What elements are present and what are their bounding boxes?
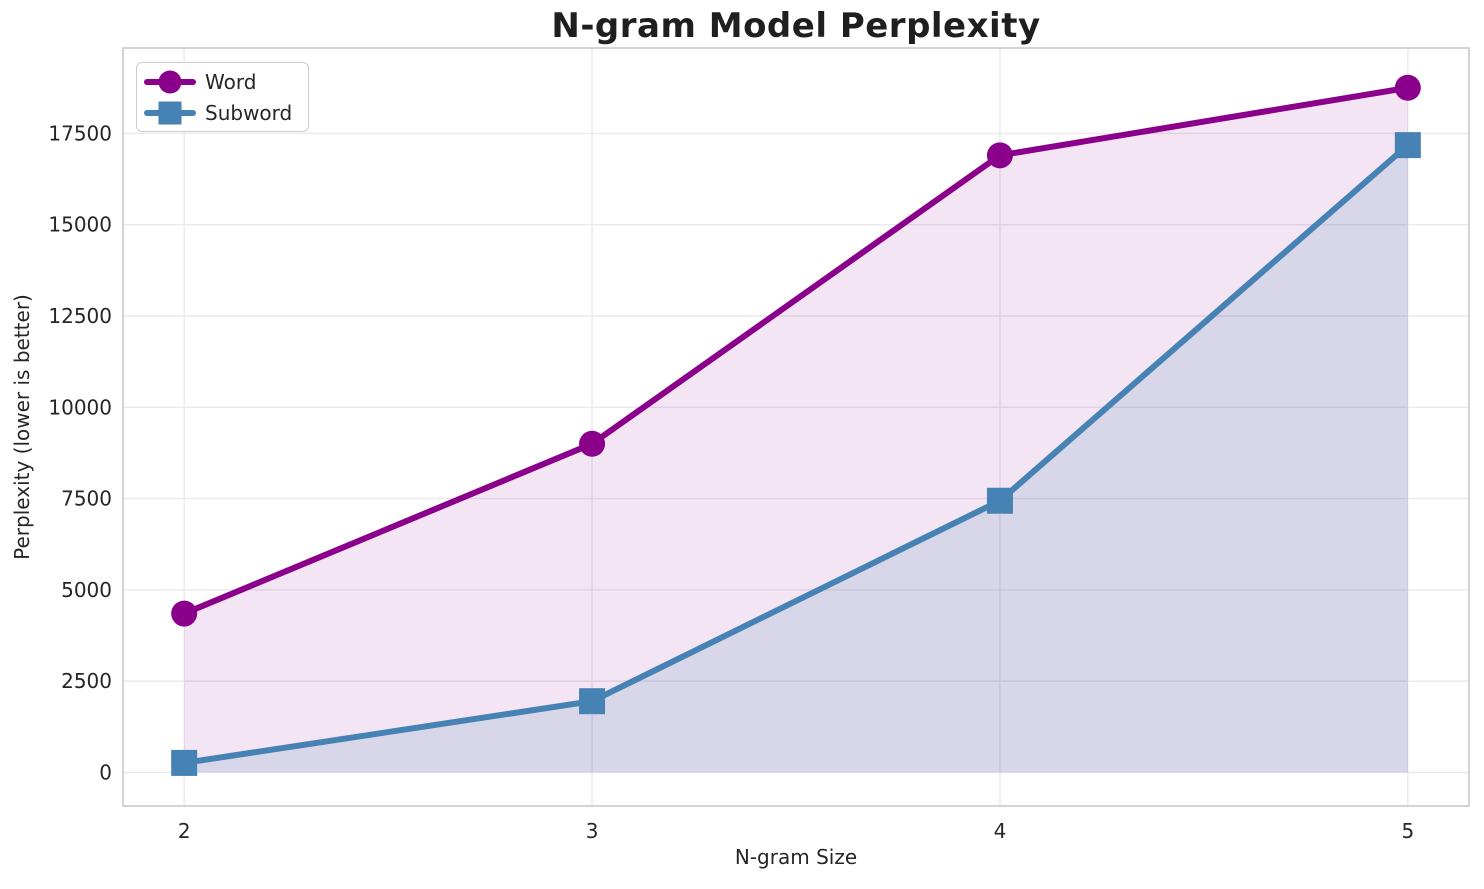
x-axis-label: N-gram Size [734, 845, 858, 869]
chart-title: N-gram Model Perplexity [551, 6, 1041, 46]
word-line [181, 84, 1411, 617]
series-markers [171, 74, 1421, 776]
tick-labels: 0 2500 5000 7500 10000 12500 15000 17500 2 3 4 5 [48, 121, 1414, 843]
subword-square-marker-icon [144, 101, 196, 124]
subword-marker-2 [171, 749, 198, 776]
legend-label-word: Word [205, 69, 257, 94]
y-tick-label-7500: 7500 [61, 487, 112, 511]
y-axis-label: Perplexity (lower is better) [10, 294, 34, 560]
y-tick-label-10000: 10000 [48, 395, 112, 419]
gridlines [123, 48, 1469, 806]
legend-item-subword: Subword [144, 97, 292, 128]
x-tick-label-4: 4 [994, 819, 1007, 843]
word-marker-4 [986, 142, 1013, 169]
y-tick-label-0: 0 [99, 760, 112, 784]
legend: Word Subword [136, 62, 310, 132]
y-tick-label-5000: 5000 [61, 578, 112, 602]
legend-marker-shape [158, 101, 182, 124]
subword-marker-4 [986, 487, 1013, 514]
x-tick-label-3: 3 [586, 819, 599, 843]
word-marker-5 [1394, 74, 1421, 101]
plot-area [123, 48, 1469, 806]
subword-line [181, 142, 1411, 766]
y-tick-label-12500: 12500 [48, 304, 112, 328]
word-marker-3 [579, 430, 606, 457]
y-tick-label-17500: 17500 [48, 121, 112, 145]
word-circle-marker-icon [144, 70, 196, 93]
subword-fill-area [184, 145, 1408, 773]
x-tick-label-5: 5 [1401, 819, 1414, 843]
subword-marker-5 [1394, 132, 1421, 159]
y-tick-label-2500: 2500 [61, 669, 112, 693]
subword-marker-3 [579, 688, 606, 715]
legend-marker-shape [158, 70, 182, 93]
y-tick-label-15000: 15000 [48, 213, 112, 237]
word-marker-2 [171, 600, 198, 627]
series-lines [181, 84, 1411, 766]
legend-label-subword: Subword [205, 100, 293, 125]
plot-border [122, 47, 1470, 807]
area-fills [184, 87, 1408, 773]
word-fill-area [184, 87, 1408, 773]
legend-item-word: Word [144, 66, 292, 97]
x-tick-label-2: 2 [178, 819, 191, 843]
